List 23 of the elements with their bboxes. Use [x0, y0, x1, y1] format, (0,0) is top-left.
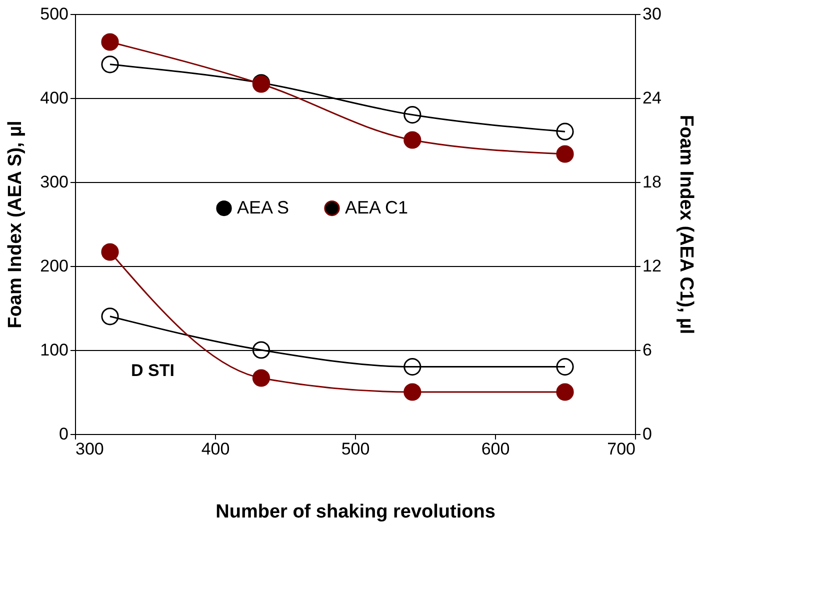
- annotation: D STI: [131, 361, 174, 380]
- x-tick-label: 400: [201, 440, 230, 458]
- y-tick-label: 0: [59, 424, 68, 444]
- x-tick-label: 500: [341, 440, 370, 458]
- y2-tick-label: 24: [642, 88, 662, 108]
- y2-axis-title: Foam Index (AEA C1), µl: [675, 114, 696, 334]
- y2-tick-label: 0: [642, 424, 652, 444]
- x-tick-label: 300: [76, 440, 104, 458]
- y-tick-label: 100: [40, 340, 68, 360]
- legend-label: AEA C1: [345, 197, 408, 218]
- legend-label: AEA S: [237, 197, 290, 218]
- y-axis-title: Foam Index (AEA S), µl: [5, 120, 26, 328]
- x-tick-label: 600: [481, 440, 510, 458]
- y2-tick-label: 18: [642, 172, 662, 192]
- x-axis-title: Number of shaking revolutions: [216, 502, 496, 522]
- y2-tick-label: 6: [642, 340, 652, 360]
- x-tick-label: 700: [607, 440, 636, 458]
- y-tick-label: 400: [40, 88, 68, 108]
- y-tick-label: 200: [40, 256, 68, 276]
- y2-tick-label: 12: [642, 256, 662, 276]
- y-tick-label: 500: [40, 4, 68, 24]
- y-tick-label: 300: [40, 172, 68, 192]
- y2-tick-label: 30: [642, 4, 662, 24]
